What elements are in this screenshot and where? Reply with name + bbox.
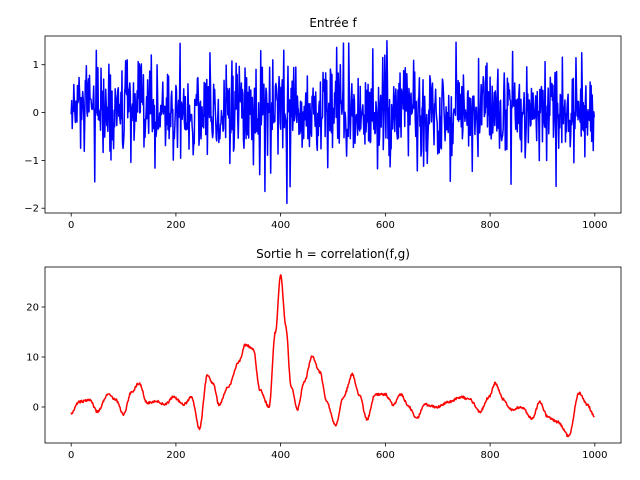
bottom-subplot: Sortie h = correlation(f,g) 0 200 400 600 80… [26,247,622,462]
top-subplot-title: Entrée f [309,16,357,30]
top-subplot-ticks: 0 200 400 600 800 1000 −2 −1 0 1 [24,60,607,231]
bottom-x-tick-label: 1000 [582,450,607,461]
bottom-x-tick-label: 800 [481,450,500,461]
bottom-subplot-frame [44,266,622,444]
top-y-tick-label: −1 [24,156,39,167]
top-series-line [70,40,596,205]
bottom-y-tick-label: 0 [33,403,39,414]
bottom-x-tick-label: 400 [271,450,290,461]
bottom-y-tick-label: 20 [26,303,39,314]
bottom-y-tick-label: 10 [26,353,39,364]
top-y-tick-label: −2 [24,204,39,215]
bottom-x-tick-label: 600 [376,450,395,461]
bottom-subplot-ticks: 0 200 400 600 800 1000 0 10 20 [26,303,607,462]
top-subplot-frame [44,35,622,214]
top-x-tick-label: 800 [481,220,500,231]
bottom-x-tick-label: 0 [68,450,74,461]
top-y-tick-label: 1 [33,60,39,71]
top-subplot-series [70,40,596,205]
bottom-x-tick-label: 200 [166,450,185,461]
top-subplot: Entrée f 0 200 400 600 800 1000 −2 −1 0 1 [24,16,622,231]
top-x-tick-label: 600 [376,220,395,231]
bottom-series-line [70,274,595,438]
bottom-subplot-series [70,274,595,438]
top-x-tick-label: 400 [271,220,290,231]
bottom-subplot-title: Sortie h = correlation(f,g) [256,247,410,261]
top-y-tick-label: 0 [33,108,39,119]
top-x-tick-label: 0 [68,220,74,231]
top-x-tick-label: 200 [166,220,185,231]
top-x-tick-label: 1000 [582,220,607,231]
